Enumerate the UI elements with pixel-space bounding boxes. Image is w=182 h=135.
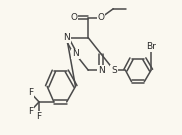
Text: F: F [28,88,33,97]
Text: N: N [72,50,79,58]
Text: F: F [36,112,42,121]
Text: N: N [63,33,70,42]
Text: S: S [111,66,117,75]
Text: O: O [98,13,105,22]
Text: F: F [28,107,33,116]
Text: N: N [98,66,104,75]
Text: Br: Br [146,42,156,51]
Text: O: O [71,13,78,22]
